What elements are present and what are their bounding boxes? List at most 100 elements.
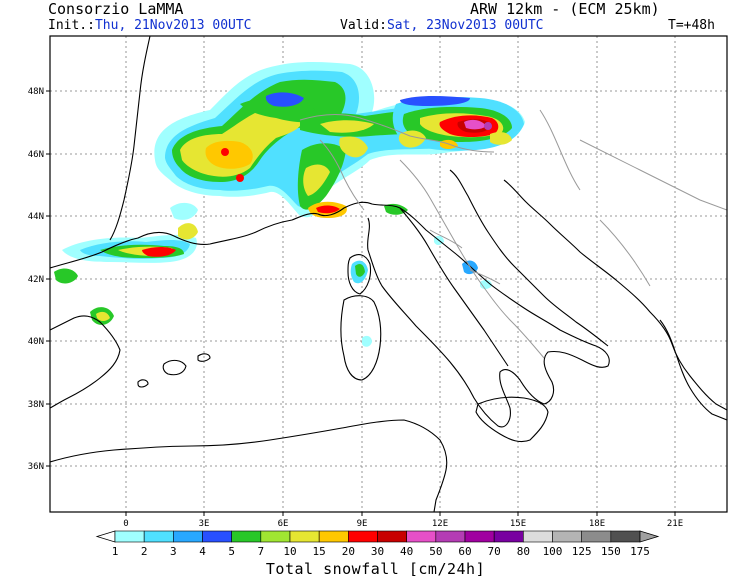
map-frame [49,35,728,513]
init-date: Thu, 21Nov2013 00UTC [94,18,252,33]
colorbar-under-triangle [95,530,116,543]
snow-patch-pyrenees-east [178,223,198,240]
colorbar-level-label: 30 [371,545,384,558]
colorbar-level-label: 15 [313,545,326,558]
menorca [197,353,211,362]
colorbar-swatch [289,530,320,543]
lat-label: 36N [28,462,44,472]
colorbar-level-label: 3 [170,545,177,558]
longitude-labels: 0 3E 6E 9E 12E 15E 18E 21E [123,512,683,529]
colorbar-swatch [523,530,553,543]
north-africa-coast [50,419,448,512]
lat-label: 40N [28,337,44,347]
colorbar-swatch [348,530,378,543]
valid-date: Sat, 23Nov2013 00UTC [386,18,544,33]
snow-patch-sardinia [362,335,372,347]
snow-patch-red-1 [221,148,229,156]
snow-patch-eastern-alps-purple [484,122,492,130]
mallorca [162,359,187,376]
colorbar-title: Total snowfall [cm/24h] [265,560,486,578]
colorbar-level-label: 2 [141,545,148,558]
colorbar-level-label: 50 [429,545,442,558]
snow-patch-central-france [170,202,198,220]
graticule [50,36,727,512]
model-title: ARW 12km - (ECM 25km) [470,0,660,18]
snow-patch-eastern-alps-blue [400,96,470,106]
colorbar-level-label: 60 [458,545,471,558]
colorbar-swatch [173,530,203,543]
lon-label: 15E [510,519,526,529]
corsica [347,254,372,295]
lat-label: 44N [28,212,44,222]
snow-patch-lombardy [339,136,368,158]
colorbar-swatch [114,530,145,543]
lon-label: 0 [123,519,128,529]
snow-patch-corsica-green [355,264,365,277]
sardinia [340,295,382,381]
colorbar-level-label: 20 [342,545,355,558]
colorbar-swatch [202,530,232,543]
colorbar-swatch [231,530,262,543]
colorbar-swatch [581,530,612,543]
valid-line: Valid:Sat, 23Nov2013 00UTC [340,19,544,33]
snow-patch-dolomites [398,130,426,148]
lead-time: T=+48h [668,18,715,33]
lat-label: 38N [28,400,44,410]
init-label: Init.: [48,18,95,33]
colorbar-level-label: 70 [488,545,501,558]
lon-label: 3E [199,519,210,529]
snow-patch-spain-1 [54,268,78,284]
colorbar-level-label: 80 [517,545,530,558]
lon-label: 6E [278,519,289,529]
colorbar-swatch [435,530,466,543]
producer-title: Consorzio LaMMA [48,0,184,18]
colorbar-level-label: 1 [112,545,119,558]
colorbar-level-label: 125 [572,545,592,558]
snow-patch-ligurian [384,203,408,215]
snow-patch-yellow-central [320,120,374,133]
snow-patch-blue-1 [265,92,304,107]
colorbar-level-label: 100 [543,545,563,558]
colorbar-level-label: 40 [400,545,413,558]
init-line: Init.:Thu, 21Nov2013 00UTC [48,19,252,33]
country-borders [299,109,727,359]
colorbar-swatch [610,530,641,543]
latitude-labels: 48N 46N 44N 42N 40N 38N 36N [28,87,50,472]
colorbar-level-label: 10 [283,545,296,558]
ibiza [137,379,149,388]
snow-patch-green-2 [240,97,319,123]
colorbar-swatch [143,530,174,543]
colorbar-swatch [552,530,582,543]
lat-label: 46N [28,150,44,160]
lat-label: 42N [28,275,44,285]
lon-label: 9E [357,519,368,529]
snow-patch-orange-1 [205,140,253,169]
snow-patch-red-2 [236,174,244,182]
snow-patch-maritime-alps-red [316,205,340,214]
colorbar-level-label: 175 [630,545,650,558]
colorbar-level-label: 5 [228,545,235,558]
snow-patch-slovenia [490,132,512,145]
lat-label: 48N [28,87,44,97]
colorbar-swatch [464,530,495,543]
colorbar-swatch [493,530,524,543]
coastlines [50,36,727,512]
snow-patch-spain-3 [96,311,110,321]
colorbar-level-label: 7 [258,545,265,558]
snow-patch-eastern-alps-pink [464,119,486,130]
lon-label: 12E [432,519,448,529]
colorbar-swatch [318,530,349,543]
colorbar-swatch [377,530,407,543]
colorbar-swatch [260,530,291,543]
snowfall-shading [54,62,525,347]
snow-patch-pyrenees-red [142,247,176,257]
colorbar: 1 2 3 4 5 7 10 15 20 30 40 50 60 70 80 100 125 150 175 [95,530,660,558]
colorbar-level-label: 150 [601,545,621,558]
valid-label: Valid: [340,18,387,33]
colorbar-level-label: 4 [199,545,206,558]
colorbar-swatch [406,530,437,543]
colorbar-over-triangle [639,530,660,543]
sicily [475,396,549,443]
lon-label: 21E [667,519,683,529]
